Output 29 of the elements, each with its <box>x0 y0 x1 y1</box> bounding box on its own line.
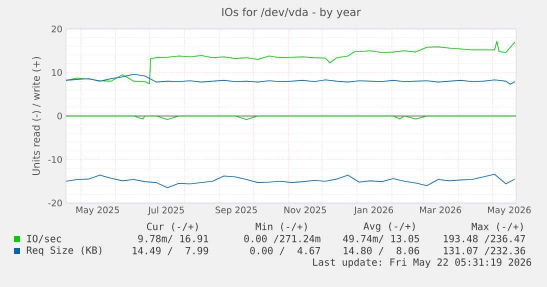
y-tick-label: 20 <box>52 26 62 32</box>
x-tick-label: May 2026 <box>488 206 531 216</box>
text: Max (-/+) <box>472 222 523 232</box>
x-tick-label: May 2025 <box>76 206 119 216</box>
text: Last update: Fri May 22 05:31:19 2026 <box>313 258 532 268</box>
legend-label: IO/sec <box>27 234 61 244</box>
x-tick-label: Jan 2026 <box>354 206 394 215</box>
y-tick-label: -20 <box>48 200 62 206</box>
text: 0.00 / 4.67 <box>250 246 320 256</box>
x-tick-label: Mar 2026 <box>420 206 462 214</box>
y-tick-label: -10 <box>48 156 62 163</box>
y-tick-label: 0 <box>57 112 62 120</box>
x-tick-label: Sep 2025 <box>216 206 257 216</box>
text: 193.48 /236.47 <box>444 234 526 244</box>
text: 49.74m/ 13.05 <box>343 234 419 244</box>
x-tick-label: Nov 2025 <box>284 206 326 214</box>
y-axis-title: Units read (-) / write (+) <box>32 57 41 175</box>
y-tick-label: 10 <box>52 69 62 76</box>
text: Avg (-/+) <box>364 222 415 232</box>
text: 0.00 /271.24m <box>244 234 320 244</box>
text: 9.78m/ 16.91 <box>138 234 208 244</box>
x-tick-label: Jul 2025 <box>148 206 184 216</box>
text: 131.07 /232.36 <box>444 246 526 256</box>
text: 14.49 / 7.99 <box>132 246 208 256</box>
text: 14.80 / 8.06 <box>344 246 420 256</box>
text: Min (-/+) <box>256 222 307 232</box>
text: Cur (-/+) <box>147 222 198 232</box>
chart-title: IOs for /dev/vda - by year <box>222 8 361 18</box>
legend-label: Req Size (KB) <box>26 246 102 256</box>
